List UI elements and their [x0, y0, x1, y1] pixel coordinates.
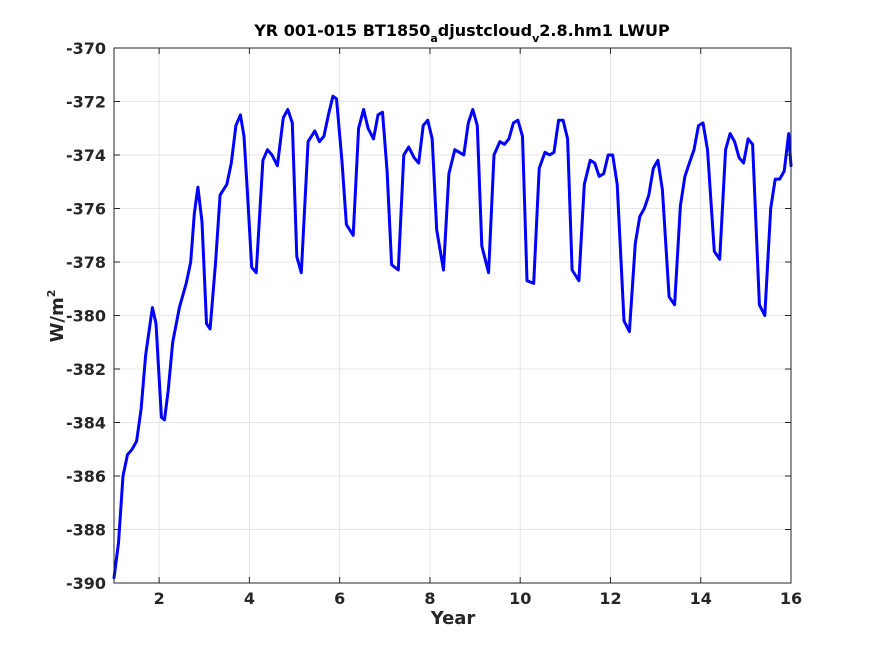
x-tick-label: 12 [599, 589, 621, 608]
series-layer [112, 94, 793, 580]
y-tick-label: -388 [66, 521, 106, 540]
y-tick-label: -372 [66, 93, 106, 112]
x-tick-label: 16 [780, 589, 802, 608]
y-tick-label: -376 [66, 200, 106, 219]
ticks [114, 47, 792, 584]
y-tick-label: -374 [66, 146, 106, 165]
y-tick-label: -370 [66, 39, 106, 58]
y-tick-label: -390 [66, 574, 106, 593]
y-tick-label: -384 [66, 414, 106, 433]
y-tick-label: -378 [66, 253, 106, 272]
series-line [112, 94, 793, 580]
y-tick-label: -386 [66, 467, 106, 486]
tick-labels: 2 4 6 8 10 12 14 16 -390 -388 -386 -384 -382 -380 -378… [66, 39, 802, 608]
y-tick-label: -380 [66, 307, 106, 326]
x-tick-label: 10 [509, 589, 531, 608]
y-tick-label: -382 [66, 360, 106, 379]
chart-title: YR 001-015 BT1850adjustcloudv2.8.hm1 LWU… [253, 21, 670, 45]
x-tick-label: 2 [154, 589, 165, 608]
y-axis-label: W/m2 [45, 290, 68, 343]
x-tick-label: 8 [424, 589, 435, 608]
x-tick-label: 14 [690, 589, 712, 608]
x-tick-label: 4 [244, 589, 255, 608]
x-axis-label: Year [430, 608, 476, 629]
x-tick-label: 6 [334, 589, 345, 608]
